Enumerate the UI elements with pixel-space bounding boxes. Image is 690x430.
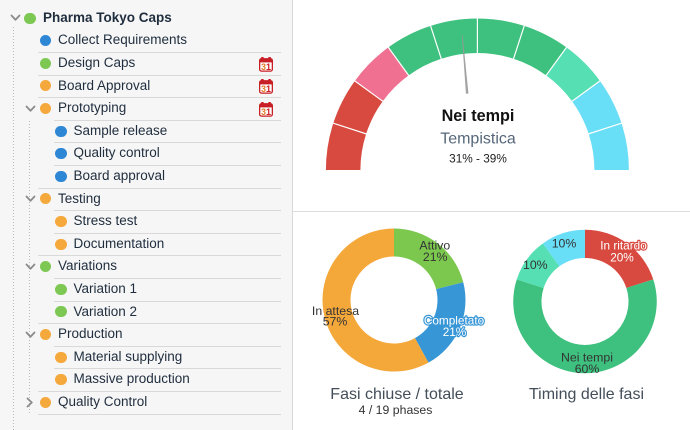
- svg-text:31: 31: [261, 107, 271, 117]
- svg-text:Nei tempi: Nei tempi: [442, 107, 515, 125]
- svg-text:57%: 57%: [323, 315, 348, 329]
- svg-text:21%: 21%: [443, 325, 467, 339]
- svg-text:31: 31: [261, 84, 271, 94]
- svg-text:31% - 39%: 31% - 39%: [449, 152, 507, 166]
- svg-text:10%: 10%: [552, 237, 577, 251]
- svg-text:Tempistica: Tempistica: [440, 131, 516, 148]
- svg-text:Fasi chiuse / totale: Fasi chiuse / totale: [330, 386, 464, 403]
- svg-text:Nei tempi: Nei tempi: [561, 351, 613, 365]
- svg-text:Timing delle fasi: Timing delle fasi: [529, 386, 644, 403]
- svg-text:10%: 10%: [523, 258, 548, 272]
- svg-text:In ritardo: In ritardo: [600, 239, 647, 253]
- svg-text:Completato: Completato: [424, 314, 485, 328]
- svg-text:In attesa: In attesa: [312, 304, 359, 318]
- svg-text:Attivo: Attivo: [419, 239, 450, 253]
- svg-text:60%: 60%: [575, 362, 600, 376]
- svg-text:4 / 19 phases: 4 / 19 phases: [359, 403, 433, 417]
- svg-text:21%: 21%: [423, 250, 448, 264]
- svg-text:20%: 20%: [610, 251, 634, 265]
- svg-text:31: 31: [261, 62, 271, 72]
